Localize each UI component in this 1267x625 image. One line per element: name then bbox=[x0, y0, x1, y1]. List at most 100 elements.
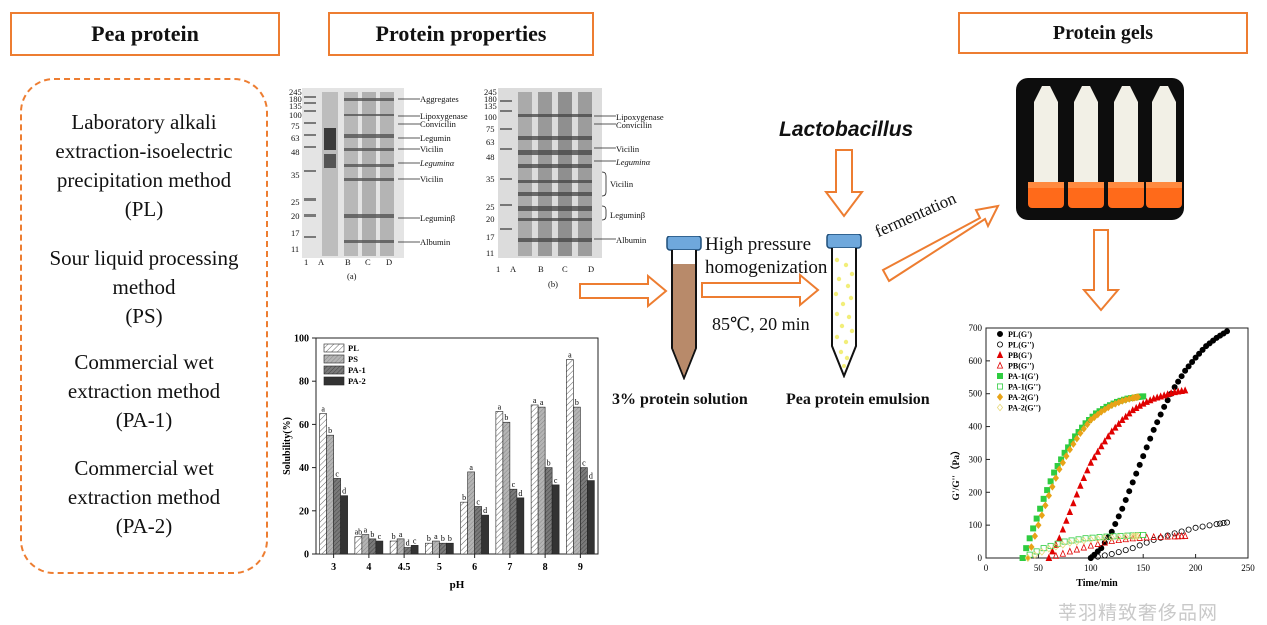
data-point bbox=[1066, 507, 1074, 516]
pea-emulsion-tube bbox=[826, 234, 862, 378]
gel-a-band-label: Albumin bbox=[420, 237, 451, 247]
data-point bbox=[1136, 461, 1143, 468]
bar-letter: a bbox=[469, 463, 473, 472]
gel-a-band-label: Leguminβ bbox=[420, 213, 456, 223]
gel-a-marker: 48 bbox=[291, 147, 300, 157]
x-tick-label: 250 bbox=[1241, 563, 1255, 573]
data-point bbox=[1181, 386, 1189, 394]
bar-letter: c bbox=[378, 532, 382, 541]
rheology-chart: 0 100 200 300 400 500 600 700 0 50 100 150 200 250 Tim… bbox=[950, 323, 1255, 589]
gel-b-lane: A bbox=[510, 264, 517, 274]
bar-letter: d bbox=[406, 539, 410, 548]
series-7 bbox=[1024, 532, 1142, 562]
method-ps: Sour liquid processing method (PS) bbox=[49, 246, 239, 328]
x-tick-label: 8 bbox=[543, 562, 548, 573]
data-point bbox=[1066, 547, 1074, 555]
gel-b-marker: 135 bbox=[484, 101, 497, 111]
bar-letter: c bbox=[413, 536, 417, 545]
data-point bbox=[1070, 499, 1077, 507]
x-tick-label: 7 bbox=[507, 562, 512, 573]
data-point bbox=[1087, 458, 1095, 466]
legend-label: PS bbox=[348, 354, 358, 364]
gel-b-band-label: Leguminβ bbox=[610, 210, 646, 220]
gel-b-leader-lines bbox=[594, 115, 616, 240]
data-point bbox=[1063, 516, 1070, 524]
method-pa2: Commercial wet extraction method (PA-2) bbox=[67, 456, 221, 538]
data-point bbox=[1108, 551, 1115, 558]
data-point bbox=[1101, 538, 1108, 546]
hph-label-line1: High pressure bbox=[705, 234, 812, 255]
data-point bbox=[1112, 521, 1119, 528]
series-2 bbox=[1045, 386, 1189, 562]
bar-letter: b bbox=[441, 534, 445, 543]
legend-swatch bbox=[323, 376, 345, 386]
gel-a-panel-label: (a) bbox=[347, 271, 357, 281]
data-point bbox=[1126, 409, 1133, 417]
data-point bbox=[1087, 554, 1094, 561]
data-point bbox=[1080, 424, 1087, 433]
data-point bbox=[1094, 535, 1101, 543]
data-point bbox=[1220, 520, 1227, 527]
data-point bbox=[1024, 554, 1032, 562]
bar-letter: d bbox=[518, 489, 522, 498]
data-point bbox=[1019, 554, 1026, 561]
data-point bbox=[1115, 549, 1122, 556]
data-point bbox=[1182, 367, 1189, 374]
gel-a-marker: 35 bbox=[291, 170, 300, 180]
gel-b-band-label: Convicilin bbox=[616, 120, 652, 130]
data-point bbox=[1070, 440, 1077, 448]
data-point bbox=[1196, 350, 1203, 357]
data-point bbox=[1035, 521, 1042, 529]
data-point bbox=[1108, 533, 1115, 542]
data-point bbox=[1192, 354, 1199, 361]
plot-frame bbox=[315, 337, 599, 555]
solution-caption: 3% protein solution bbox=[612, 391, 748, 408]
gel-a-lane: B bbox=[345, 257, 351, 267]
legend-label: PB(G'') bbox=[1008, 362, 1035, 371]
data-point bbox=[1045, 491, 1052, 500]
data-point bbox=[1049, 482, 1056, 491]
gel-b-image bbox=[498, 88, 602, 258]
gel-b-lane: B bbox=[538, 264, 544, 274]
heat-treatment-label: 85℃, 20 min bbox=[712, 314, 810, 334]
data-point bbox=[1087, 535, 1094, 544]
gel-a-band-label: Vicilin bbox=[420, 174, 444, 184]
data-point bbox=[1185, 363, 1192, 370]
data-point bbox=[1108, 536, 1115, 544]
data-point bbox=[1073, 537, 1080, 546]
data-point bbox=[1040, 495, 1047, 502]
gel-a-marker: 17 bbox=[291, 228, 300, 238]
gel-b-lane: 1 bbox=[496, 264, 501, 274]
bar-letter: a bbox=[399, 530, 403, 539]
series-3 bbox=[1045, 531, 1189, 562]
data-point bbox=[1178, 532, 1185, 540]
gel-a-band-label: Convicilin bbox=[420, 119, 456, 129]
data-point bbox=[1140, 453, 1147, 460]
data-point bbox=[1115, 513, 1122, 520]
gel-b-band-label: Albumin bbox=[616, 235, 647, 245]
data-point bbox=[1059, 458, 1066, 467]
data-point bbox=[1224, 328, 1231, 335]
data-point bbox=[1038, 511, 1046, 520]
data-point bbox=[1157, 534, 1164, 541]
gel-b-lane: C bbox=[562, 264, 568, 274]
protein-gels-photo bbox=[1016, 78, 1184, 220]
data-point bbox=[1066, 445, 1073, 454]
gel-b-marker: 11 bbox=[486, 248, 495, 258]
gel-tube bbox=[1108, 86, 1144, 208]
y-tick-label: 20 bbox=[299, 506, 309, 517]
data-point bbox=[1178, 528, 1185, 535]
legend-label: PL bbox=[348, 343, 359, 353]
gel-a-leader-lines bbox=[398, 98, 420, 243]
header-protein-properties-text: Protein properties bbox=[375, 21, 547, 46]
gel-a-marker: 20 bbox=[291, 211, 300, 221]
data-point bbox=[1134, 393, 1142, 401]
gel-b-marker: 25 bbox=[486, 202, 495, 212]
x-tick-label: 5 bbox=[437, 562, 442, 573]
y-axis-label: Solubility(%) bbox=[282, 417, 293, 475]
plot-frame bbox=[985, 327, 1249, 559]
header-protein-gels: Protein gels bbox=[958, 12, 1248, 54]
arrow-lactobacillus-down bbox=[824, 149, 864, 218]
gel-tube bbox=[1146, 86, 1182, 208]
